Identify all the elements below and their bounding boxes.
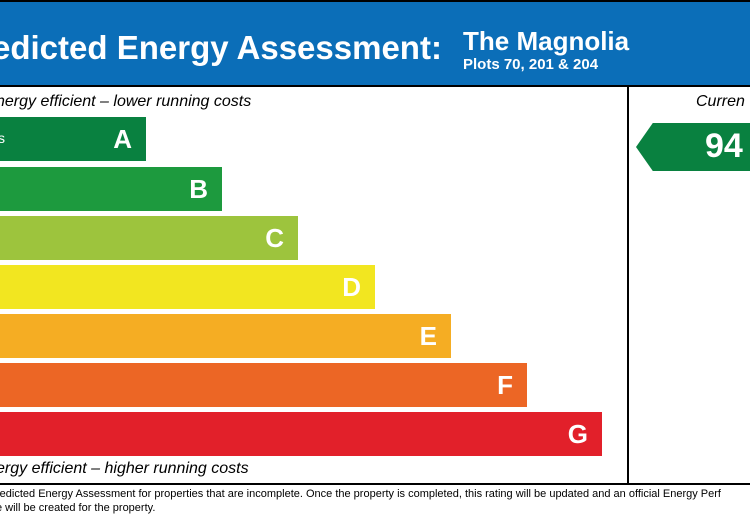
- column-divider: [627, 87, 629, 483]
- header-banner: edicted Energy Assessment: The Magnolia …: [0, 0, 750, 87]
- band-g-letter: G: [567, 419, 588, 449]
- band-d-letter: D: [342, 272, 361, 302]
- bottom-caption: ergy efficient – higher running costs: [0, 460, 249, 477]
- band-a-range: s: [0, 130, 5, 146]
- assessment-title: edicted Energy Assessment:: [0, 29, 442, 66]
- band-c-bar: C: [0, 216, 298, 260]
- current-column-header: Curren: [696, 93, 745, 110]
- footnote-line-2: e will be created for the property.: [0, 502, 156, 514]
- band-d-bar: D: [0, 265, 375, 309]
- band-a-bar: s A: [0, 117, 146, 161]
- current-rating-arrow: [636, 123, 750, 171]
- band-b-letter: B: [189, 174, 208, 204]
- band-e-letter: E: [419, 321, 437, 351]
- footnote-line-1: redicted Energy Assessment for propertie…: [0, 488, 721, 500]
- house-name: The Magnolia: [463, 26, 630, 56]
- band-e-bar: E: [0, 314, 451, 358]
- band-g-bar: G: [0, 412, 602, 456]
- footer-divider: [0, 483, 750, 485]
- plots-label: Plots 70, 201 & 204: [463, 56, 599, 73]
- current-rating-score: 94: [705, 127, 743, 165]
- band-c-letter: C: [265, 223, 284, 253]
- band-a-letter: A: [113, 124, 132, 154]
- band-b-bar: B: [0, 167, 222, 211]
- band-f-bar: F: [0, 363, 527, 407]
- band-f-letter: F: [497, 370, 513, 400]
- top-caption: nergy efficient – lower running costs: [0, 93, 252, 110]
